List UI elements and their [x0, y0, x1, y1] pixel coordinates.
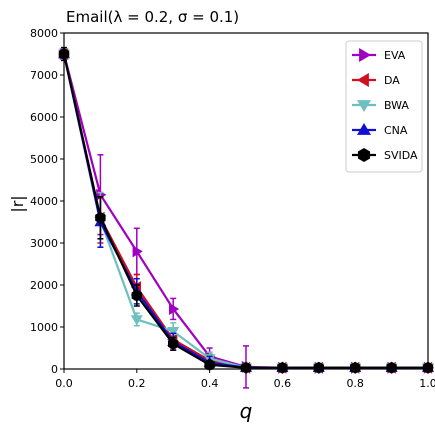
y-tick-label: 3000: [30, 237, 58, 250]
data-point-svida: [168, 337, 179, 350]
legend-label-da: DA: [384, 74, 400, 87]
legend-label-bwa: BWA: [384, 99, 409, 112]
legend-marker-bwa: [357, 100, 371, 112]
data-point-svida: [131, 289, 142, 302]
y-tick-label: 4000: [30, 195, 58, 208]
x-tick-label: 0.6: [274, 377, 292, 390]
data-point-svida: [204, 358, 215, 371]
x-tick-label: 0.8: [346, 377, 364, 390]
x-tick-label: 0.2: [128, 377, 146, 390]
data-point-bwa: [130, 315, 143, 326]
data-point-eva: [96, 188, 107, 201]
legend-marker-eva: [359, 48, 371, 62]
legend-marker-svida: [357, 148, 371, 162]
data-point-eva: [132, 245, 143, 258]
y-tick-label: 0: [51, 363, 58, 376]
data-point-svida: [95, 211, 106, 224]
x-tick-label: 1.0: [419, 377, 435, 390]
x-tick-label: 0.0: [55, 377, 73, 390]
data-point-svida: [58, 48, 70, 60]
y-tick-label: 8000: [30, 27, 58, 40]
legend-label-eva: EVA: [384, 49, 406, 62]
data-point-eva: [169, 302, 180, 315]
data-point-svida: [240, 361, 252, 374]
y-tick-label: 1000: [30, 321, 58, 334]
legend-marker-da: [357, 73, 369, 87]
data-point-svida: [422, 361, 434, 374]
y-axis-label: |r|: [8, 195, 27, 212]
y-tick-label: 6000: [30, 111, 58, 124]
legend-label-svida: SVIDA: [384, 149, 418, 162]
legend: EVA DA BWA CNA SVIDA: [345, 40, 423, 173]
y-tick-label: 2000: [30, 279, 58, 292]
y-tick-label: 7000: [30, 69, 58, 82]
data-point-svida: [350, 361, 361, 374]
legend-label-cna: CNA: [384, 124, 408, 137]
data-point-bwa: [167, 327, 180, 338]
data-point-svida: [313, 361, 324, 374]
x-tick-label: 0.4: [201, 377, 219, 390]
legend-marker-cna: [357, 123, 371, 135]
plot-area: 0.0 0.2 0.4 0.6 0.8 1.0 0 1000 2000 3000 4000 5000 6…: [30, 27, 435, 390]
data-point-svida: [386, 361, 397, 374]
data-point-svida: [277, 361, 288, 374]
legend-box: [345, 40, 423, 173]
chart-title: Email(λ = 0.2, σ = 0.1): [66, 8, 239, 26]
x-axis-label: q: [240, 399, 253, 423]
y-tick-label: 5000: [30, 153, 58, 166]
